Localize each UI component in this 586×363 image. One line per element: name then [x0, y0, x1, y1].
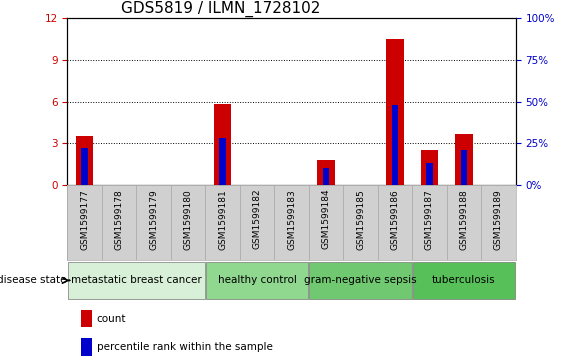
Bar: [447, 185, 481, 260]
Text: gram-negative sepsis: gram-negative sepsis: [304, 276, 417, 285]
Text: percentile rank within the sample: percentile rank within the sample: [97, 342, 272, 352]
Text: GSM1599186: GSM1599186: [390, 189, 400, 250]
Text: GSM1599187: GSM1599187: [425, 189, 434, 250]
Bar: [309, 185, 343, 260]
Text: GSM1599180: GSM1599180: [183, 189, 193, 250]
Bar: [274, 185, 309, 260]
Text: count: count: [97, 314, 126, 323]
Bar: [81, 148, 88, 185]
Bar: [386, 39, 404, 185]
Bar: [205, 185, 240, 260]
Text: GSM1599179: GSM1599179: [149, 189, 158, 250]
Text: GSM1599182: GSM1599182: [253, 189, 261, 249]
Bar: [481, 185, 516, 260]
Text: metastatic breast cancer: metastatic breast cancer: [71, 276, 202, 285]
Bar: [171, 185, 205, 260]
Bar: [391, 105, 398, 185]
Bar: [318, 160, 335, 185]
Text: GSM1599183: GSM1599183: [287, 189, 296, 250]
Bar: [214, 105, 231, 185]
Text: GDS5819 / ILMN_1728102: GDS5819 / ILMN_1728102: [121, 1, 321, 17]
Bar: [309, 262, 411, 299]
Bar: [426, 163, 433, 185]
Bar: [137, 185, 171, 260]
Bar: [421, 150, 438, 185]
Text: GSM1599184: GSM1599184: [322, 189, 331, 249]
Bar: [412, 185, 447, 260]
Text: GSM1599178: GSM1599178: [115, 189, 124, 250]
Bar: [68, 262, 205, 299]
Text: GSM1599188: GSM1599188: [459, 189, 468, 250]
Text: GSM1599177: GSM1599177: [80, 189, 89, 250]
Text: disease state: disease state: [0, 276, 67, 285]
Bar: [378, 185, 412, 260]
Bar: [76, 136, 93, 185]
Bar: [219, 138, 226, 185]
Bar: [413, 262, 515, 299]
Bar: [81, 310, 92, 327]
Bar: [343, 185, 378, 260]
Bar: [67, 185, 102, 260]
Text: healthy control: healthy control: [217, 276, 297, 285]
Bar: [461, 150, 468, 185]
Bar: [455, 134, 472, 185]
Text: tuberculosis: tuberculosis: [432, 276, 496, 285]
Text: GSM1599181: GSM1599181: [218, 189, 227, 250]
Bar: [206, 262, 308, 299]
Text: GSM1599185: GSM1599185: [356, 189, 365, 250]
Bar: [81, 338, 92, 356]
Bar: [102, 185, 137, 260]
Bar: [322, 168, 329, 185]
Bar: [240, 185, 274, 260]
Text: GSM1599189: GSM1599189: [494, 189, 503, 250]
